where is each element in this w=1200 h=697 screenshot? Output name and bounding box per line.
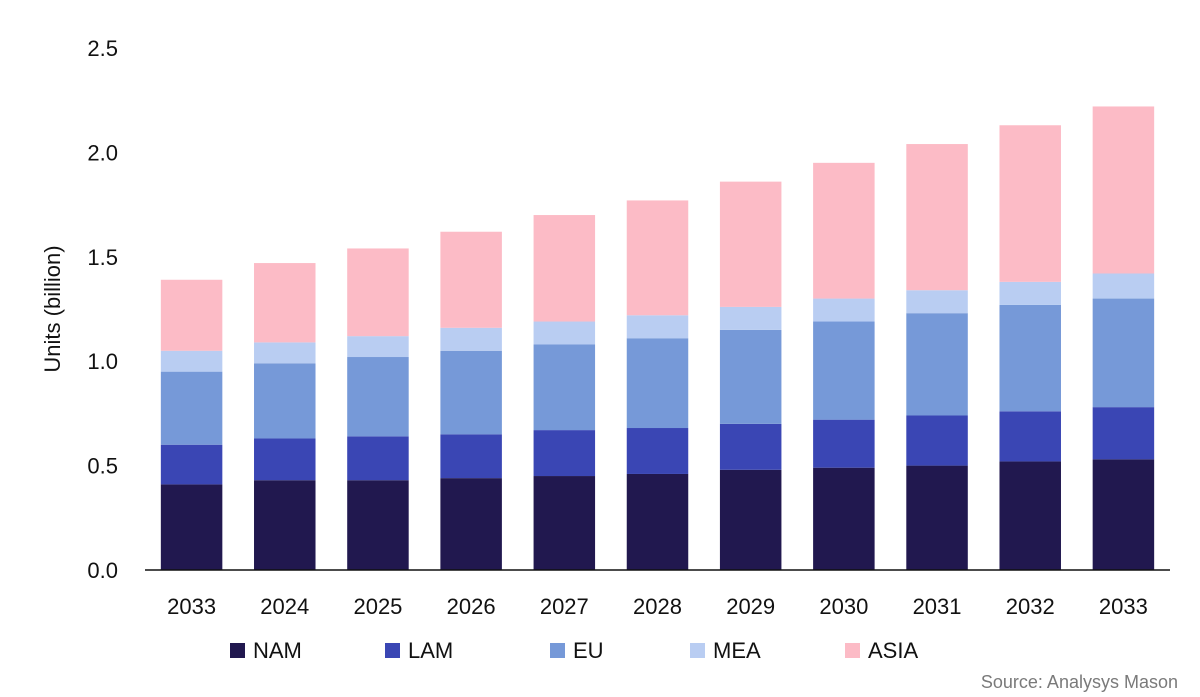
x-tick-label-5: 2028 <box>633 594 682 619</box>
bar-segment-eu-4 <box>533 344 596 431</box>
x-tick-label-9: 2032 <box>1006 594 1055 619</box>
bar-segment-asia-10 <box>1092 106 1155 274</box>
bar-segment-nam-4 <box>533 476 596 570</box>
bar-segment-eu-5 <box>626 338 689 429</box>
bar-segment-mea-4 <box>533 321 596 345</box>
bar-segment-asia-0 <box>160 279 223 351</box>
bar-segment-mea-1 <box>254 342 316 364</box>
x-tick-label-0: 2033 <box>167 594 216 619</box>
bar-segment-eu-8 <box>906 313 968 416</box>
bar-segment-lam-8 <box>906 415 968 466</box>
y-tick-labels: 0.0 0.5 1.0 1.5 2.0 2.5 <box>87 36 118 583</box>
bar-segment-asia-6 <box>719 181 782 307</box>
bar-segment-lam-4 <box>533 430 596 477</box>
bar-segment-mea-5 <box>626 315 689 339</box>
legend-swatch-eu <box>550 643 565 658</box>
bar-segment-eu-2 <box>347 357 409 437</box>
legend-label-mea: MEA <box>713 638 761 663</box>
bar-segment-eu-9 <box>999 304 1061 412</box>
bar-segment-nam-3 <box>440 478 502 570</box>
bar-segment-asia-7 <box>813 162 875 299</box>
y-tick-label-4: 2.0 <box>87 140 118 165</box>
bar-segment-lam-2 <box>347 436 409 481</box>
bar-segment-asia-8 <box>906 144 968 291</box>
legend-swatch-asia <box>845 643 860 658</box>
bar-segment-lam-0 <box>160 444 223 485</box>
bar-segment-lam-1 <box>254 438 316 481</box>
legend: NAM LAM EU MEA ASIA <box>230 638 918 663</box>
legend-label-asia: ASIA <box>868 638 918 663</box>
bar-segment-mea-0 <box>160 350 223 372</box>
bar-segment-asia-4 <box>533 215 596 322</box>
y-axis-title: Units (billion) <box>40 245 65 372</box>
bar-segment-nam-7 <box>813 467 875 570</box>
x-tick-label-7: 2030 <box>819 594 868 619</box>
bar-segment-mea-8 <box>906 290 968 314</box>
bar-segment-eu-7 <box>813 321 875 420</box>
bar-segment-lam-6 <box>719 423 782 470</box>
bar-segment-asia-1 <box>254 263 316 343</box>
bar-segment-lam-7 <box>813 419 875 468</box>
bar-segment-lam-3 <box>440 434 502 479</box>
bar-segment-asia-3 <box>440 231 502 328</box>
legend-label-nam: NAM <box>253 638 302 663</box>
y-tick-label-5: 2.5 <box>87 36 118 61</box>
bar-segment-lam-10 <box>1092 407 1155 460</box>
bar-segment-eu-10 <box>1092 298 1155 408</box>
bar-segment-nam-9 <box>999 461 1061 570</box>
bar-segment-mea-7 <box>813 298 875 322</box>
source-note: Source: Analysys Mason <box>980 672 1178 692</box>
bar-segment-mea-3 <box>440 327 502 351</box>
x-tick-label-8: 2031 <box>913 594 962 619</box>
legend-label-eu: EU <box>573 638 604 663</box>
bar-segment-asia-2 <box>347 248 409 337</box>
y-tick-label-0: 0.0 <box>87 558 118 583</box>
bar-segment-mea-9 <box>999 281 1061 305</box>
bar-segment-mea-2 <box>347 336 409 358</box>
x-tick-labels: 2033 2024 2025 2026 2027 2028 2029 2030 2031 2032… <box>167 594 1148 619</box>
x-tick-label-6: 2029 <box>726 594 775 619</box>
bar-segment-nam-2 <box>347 480 409 570</box>
x-tick-label-4: 2027 <box>540 594 589 619</box>
bar-segment-nam-8 <box>906 465 968 570</box>
bar-segment-nam-6 <box>719 469 782 570</box>
bar-segment-mea-6 <box>719 306 782 330</box>
bar-segment-nam-10 <box>1092 459 1155 570</box>
legend-label-lam: LAM <box>408 638 453 663</box>
legend-swatch-mea <box>690 643 705 658</box>
x-tick-label-1: 2024 <box>260 594 309 619</box>
bars-group <box>160 106 1155 570</box>
legend-swatch-lam <box>385 643 400 658</box>
y-tick-label-2: 1.0 <box>87 349 118 374</box>
bar-segment-eu-1 <box>254 363 316 439</box>
bar-segment-asia-9 <box>999 125 1061 282</box>
bar-segment-eu-6 <box>719 329 782 424</box>
bar-segment-nam-1 <box>254 480 316 570</box>
bar-segment-eu-0 <box>160 371 223 445</box>
bar-segment-asia-5 <box>626 200 689 316</box>
y-tick-label-3: 1.5 <box>87 245 118 270</box>
bar-segment-lam-5 <box>626 428 689 474</box>
x-tick-label-2: 2025 <box>353 594 402 619</box>
legend-swatch-nam <box>230 643 245 658</box>
bar-segment-lam-9 <box>999 411 1061 462</box>
bar-segment-nam-5 <box>626 473 689 570</box>
x-tick-label-3: 2026 <box>447 594 496 619</box>
y-tick-label-1: 0.5 <box>87 454 118 479</box>
bar-segment-mea-10 <box>1092 273 1155 299</box>
x-tick-label-10: 2033 <box>1099 594 1148 619</box>
bar-segment-eu-3 <box>440 350 502 435</box>
bar-segment-nam-0 <box>160 484 223 570</box>
